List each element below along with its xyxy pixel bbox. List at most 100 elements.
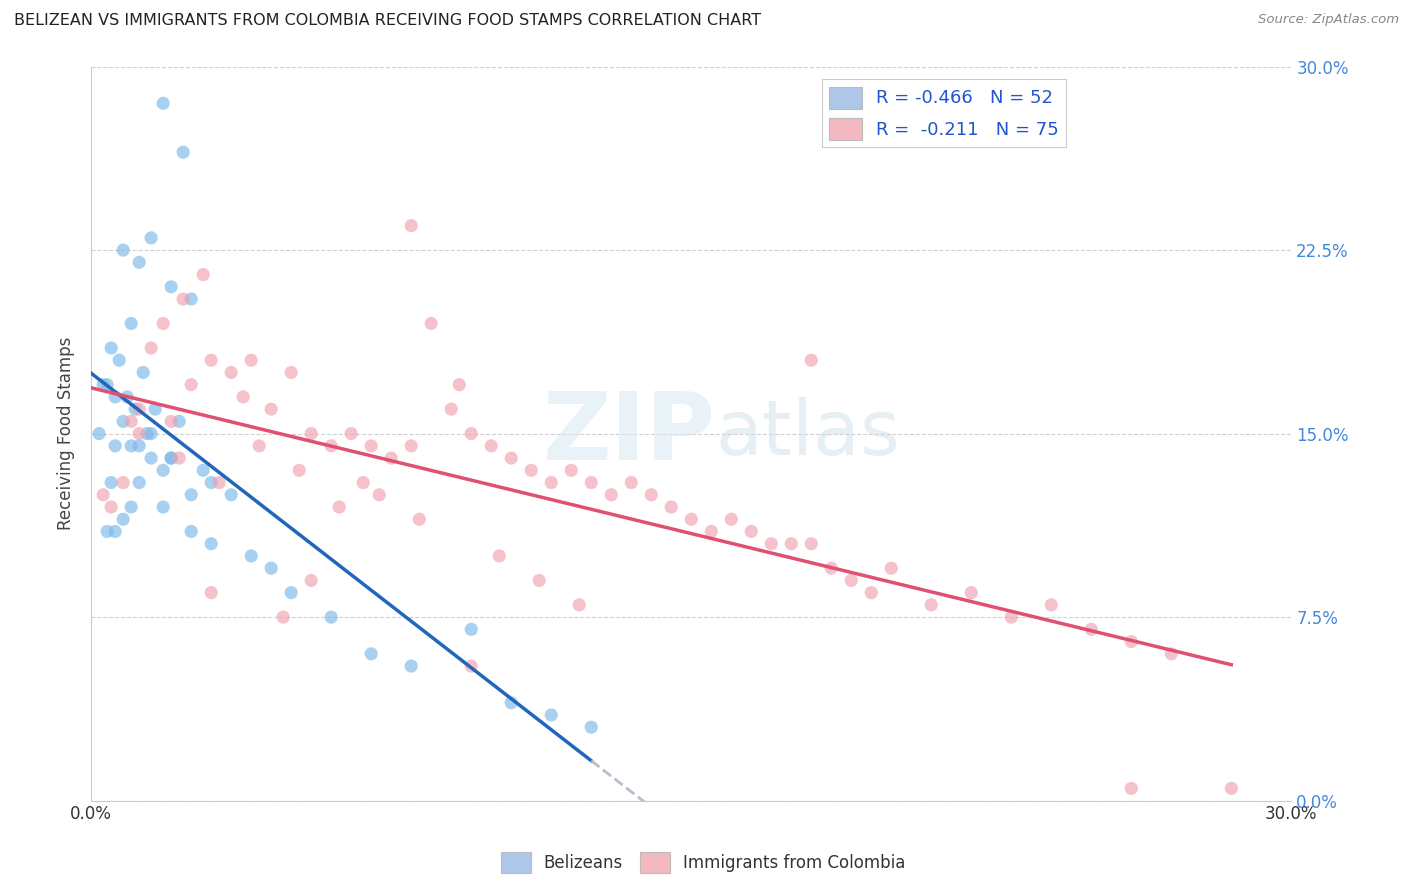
Point — [128, 426, 150, 441]
Point — [720, 512, 742, 526]
Legend: Belizeans, Immigrants from Colombia: Belizeans, Immigrants from Colombia — [494, 846, 912, 880]
Point — [479, 439, 502, 453]
Point — [152, 463, 174, 477]
Point — [193, 268, 215, 282]
Point — [399, 439, 422, 453]
Point — [299, 426, 322, 441]
Point — [1121, 781, 1143, 796]
Point — [193, 463, 215, 477]
Point — [581, 720, 603, 734]
Point — [91, 488, 114, 502]
Point — [219, 488, 242, 502]
Point — [180, 292, 202, 306]
Point — [104, 524, 127, 539]
Point — [167, 451, 190, 466]
Point — [659, 500, 682, 514]
Point — [108, 353, 131, 368]
Point — [180, 377, 202, 392]
Text: Source: ZipAtlas.com: Source: ZipAtlas.com — [1258, 13, 1399, 27]
Point — [700, 524, 723, 539]
Point — [488, 549, 510, 563]
Point — [581, 475, 603, 490]
Point — [120, 439, 142, 453]
Point — [920, 598, 942, 612]
Point — [128, 402, 150, 417]
Point — [540, 708, 562, 723]
Point — [839, 574, 862, 588]
Point — [360, 647, 382, 661]
Point — [420, 317, 443, 331]
Point — [200, 353, 222, 368]
Point — [640, 488, 662, 502]
Point — [120, 317, 142, 331]
Point — [136, 426, 159, 441]
Point — [160, 451, 183, 466]
Point — [568, 598, 591, 612]
Point — [104, 390, 127, 404]
Point — [100, 475, 122, 490]
Point — [200, 475, 222, 490]
Point — [120, 500, 142, 514]
Point — [141, 426, 163, 441]
Point — [1220, 781, 1243, 796]
Point — [128, 475, 150, 490]
Point — [1080, 623, 1102, 637]
Point — [232, 390, 254, 404]
Point — [960, 585, 983, 599]
Point — [560, 463, 582, 477]
Point — [115, 390, 138, 404]
Point — [141, 341, 163, 355]
Point — [112, 243, 135, 257]
Point — [247, 439, 270, 453]
Point — [167, 414, 190, 428]
Point — [128, 255, 150, 269]
Point — [260, 402, 283, 417]
Point — [681, 512, 703, 526]
Point — [399, 219, 422, 233]
Point — [321, 439, 343, 453]
Point — [208, 475, 231, 490]
Point — [89, 426, 111, 441]
Point — [96, 524, 118, 539]
Point — [540, 475, 562, 490]
Point — [600, 488, 623, 502]
Point — [440, 402, 463, 417]
Point — [160, 414, 183, 428]
Point — [368, 488, 391, 502]
Point — [280, 585, 302, 599]
Point — [141, 231, 163, 245]
Point — [112, 475, 135, 490]
Point — [520, 463, 543, 477]
Point — [240, 353, 263, 368]
Point — [360, 439, 382, 453]
Point — [501, 696, 523, 710]
Point — [152, 500, 174, 514]
Point — [740, 524, 762, 539]
Point — [460, 659, 482, 673]
Point — [449, 377, 471, 392]
Point — [460, 623, 482, 637]
Point — [260, 561, 283, 575]
Point — [91, 377, 114, 392]
Point — [152, 96, 174, 111]
Point — [280, 366, 302, 380]
Point — [761, 537, 783, 551]
Point — [408, 512, 430, 526]
Point — [620, 475, 643, 490]
Point — [1160, 647, 1182, 661]
Legend: R = -0.466   N = 52, R =  -0.211   N = 75: R = -0.466 N = 52, R = -0.211 N = 75 — [823, 79, 1066, 147]
Point — [321, 610, 343, 624]
Point — [120, 414, 142, 428]
Point — [96, 377, 118, 392]
Point — [328, 500, 350, 514]
Point — [132, 366, 155, 380]
Point — [340, 426, 363, 441]
Point — [240, 549, 263, 563]
Point — [271, 610, 294, 624]
Point — [800, 353, 823, 368]
Point — [128, 439, 150, 453]
Point — [200, 537, 222, 551]
Point — [172, 145, 194, 160]
Text: ZIP: ZIP — [543, 388, 716, 480]
Point — [160, 280, 183, 294]
